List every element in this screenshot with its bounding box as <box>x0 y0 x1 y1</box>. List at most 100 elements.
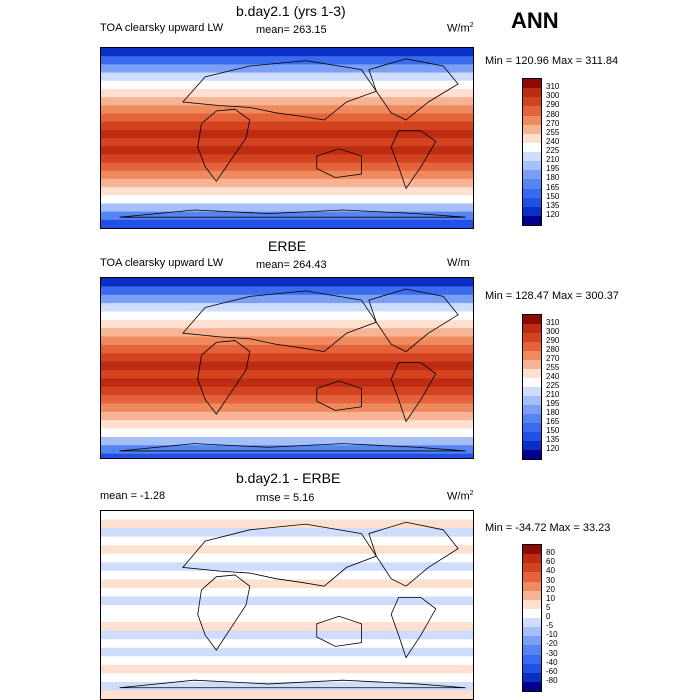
colorbar-swatch <box>523 188 541 198</box>
colorbar-swatch <box>523 545 541 555</box>
map-band <box>101 154 473 164</box>
continent-outline <box>119 209 466 218</box>
map-band <box>101 146 473 155</box>
colorbar-swatch <box>523 152 541 162</box>
map-band <box>101 105 473 114</box>
colorbar-swatch <box>523 423 541 432</box>
panel1-units-text: W/m <box>447 22 470 35</box>
colorbar-swatch <box>523 315 541 324</box>
colorbar-swatch <box>523 351 541 360</box>
map-band <box>101 187 473 196</box>
colorbar-swatch <box>523 663 541 673</box>
map-band <box>101 170 473 180</box>
panel1-minmax: Min = 120.96 Max = 311.84 <box>485 55 619 67</box>
map-band <box>101 178 473 188</box>
map-band <box>101 395 473 404</box>
map-band <box>101 211 473 221</box>
colorbar-tick-label: 240 <box>546 136 560 146</box>
colorbar-swatch <box>523 378 541 387</box>
colorbar-tick-label: 280 <box>546 109 560 119</box>
colorbar-tick-label: 270 <box>546 354 560 363</box>
map-band <box>101 138 473 147</box>
colorbar-swatch <box>523 106 541 116</box>
panel3-title: b.day2.1 - ERBE <box>236 470 341 486</box>
map-band <box>101 690 473 699</box>
panel3-mean-label: mean = -1.28 <box>100 490 166 502</box>
map-band <box>101 579 473 589</box>
colorbar-swatch <box>523 333 541 342</box>
panel1-left-label: TOA clearsky upward LW <box>100 22 224 34</box>
map-band <box>101 219 473 228</box>
colorbar-tick-label: 135 <box>546 435 560 444</box>
colorbar-swatch <box>523 161 541 171</box>
map-band <box>101 129 473 139</box>
panel2-map <box>100 277 474 459</box>
colorbar-swatch <box>523 414 541 423</box>
map-band <box>101 121 473 131</box>
map-band <box>101 587 473 597</box>
panel2-map-svg <box>101 278 473 458</box>
continent-outline <box>390 130 437 190</box>
continent-outline <box>182 290 377 353</box>
map-band <box>101 319 473 329</box>
colorbar-tick-label: 255 <box>546 363 560 372</box>
colorbar-tick-label: 240 <box>546 372 560 381</box>
colorbar-tick-label: 225 <box>546 381 560 390</box>
colorbar-swatch <box>523 627 541 637</box>
colorbar-swatch <box>523 179 541 189</box>
panel1-units-sup: 2 <box>469 22 474 29</box>
colorbar-swatch <box>523 206 541 216</box>
panel1-map-svg <box>101 48 473 228</box>
colorbar-tick-label: 180 <box>546 408 560 417</box>
map-band <box>101 673 473 683</box>
colorbar-tick-label: 290 <box>546 100 560 110</box>
colorbar-swatch <box>523 79 541 89</box>
map-band <box>101 64 473 74</box>
map-band <box>101 562 473 572</box>
colorbar-swatch <box>523 387 541 396</box>
map-band <box>101 80 473 90</box>
colorbar-swatch <box>523 581 541 591</box>
colorbar-tick-label: 300 <box>546 91 560 101</box>
map-band <box>101 88 473 98</box>
colorbar-tick-label: 255 <box>546 127 560 137</box>
map-band <box>101 436 473 446</box>
colorbar-tick-label: 210 <box>546 390 560 399</box>
colorbar-tick-label: 195 <box>546 164 560 174</box>
map-band <box>101 278 473 287</box>
map-band <box>101 370 473 379</box>
colorbar-swatch <box>523 142 541 152</box>
colorbar-swatch <box>523 441 541 450</box>
colorbar-tick-label: -20 <box>546 639 558 649</box>
colorbar-swatch <box>523 672 541 682</box>
colorbar-tick-label: 135 <box>546 200 560 210</box>
map-band <box>101 97 473 106</box>
colorbar-tick-label: 0 <box>546 612 551 621</box>
map-band <box>101 353 473 363</box>
map-band <box>101 596 473 606</box>
colorbar-swatch <box>523 599 541 609</box>
continent-outline <box>368 58 459 121</box>
map-band <box>101 386 473 396</box>
map-band <box>101 420 473 430</box>
map-band <box>101 311 473 321</box>
colorbar-swatch <box>523 563 541 573</box>
panel2-left-label: TOA clearsky upward LW <box>100 257 224 269</box>
continent-outline <box>182 60 377 121</box>
panel2-units-text: W/m <box>447 257 470 269</box>
colorbar-tick-label: 165 <box>546 182 560 192</box>
colorbar-tick-label: 80 <box>546 548 555 558</box>
colorbar-tick-label: -40 <box>546 657 558 667</box>
colorbar-swatch <box>523 636 541 646</box>
panel1-title: b.day2.1 (yrs 1-3) <box>236 3 346 19</box>
continent-outline <box>182 523 377 587</box>
colorbar-tick-label: 5 <box>546 602 551 612</box>
colorbar-tick-label: -10 <box>546 630 558 640</box>
panel2-mean-label: mean= 264.43 <box>256 259 327 271</box>
map-band <box>101 361 473 371</box>
map-band <box>101 664 473 674</box>
map-band <box>101 56 473 65</box>
colorbar-tick-label: 20 <box>546 584 555 594</box>
map-band <box>101 203 473 213</box>
map-band <box>101 286 473 296</box>
